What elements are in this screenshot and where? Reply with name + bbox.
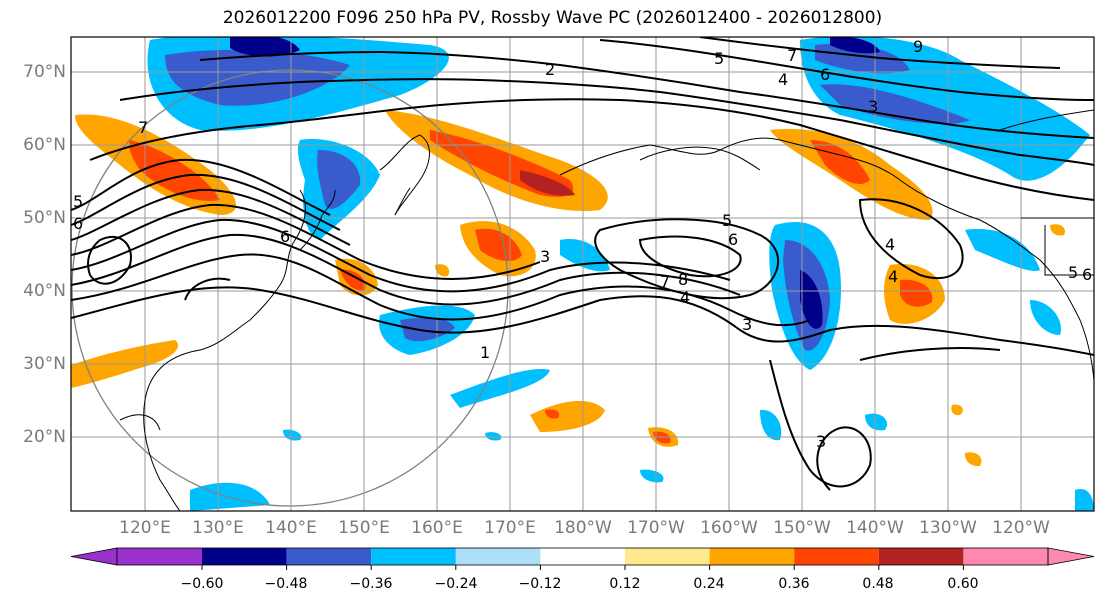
lat-label: 30°N bbox=[23, 354, 66, 374]
lon-label: 160°W bbox=[700, 518, 758, 538]
colorbar-extension-low bbox=[70, 547, 118, 566]
contour-label: 4 bbox=[888, 267, 898, 286]
graticule bbox=[71, 37, 1094, 511]
colorbar-tick-label: 0.12 bbox=[609, 576, 641, 592]
contour-label: 7 bbox=[787, 46, 797, 65]
colorbar-segment bbox=[625, 548, 710, 565]
coastlines bbox=[119, 109, 1094, 511]
contour-label: 7 bbox=[138, 118, 148, 137]
lon-label: 140°W bbox=[846, 518, 904, 538]
contour-label: 6 bbox=[728, 230, 738, 249]
contour-label: 3 bbox=[742, 315, 752, 334]
colorbar-segment bbox=[455, 548, 541, 565]
contour-label: 6 bbox=[820, 65, 830, 84]
lon-label: 130°E bbox=[192, 518, 244, 538]
contour-label: 9 bbox=[913, 37, 923, 56]
lon-label: 150°W bbox=[773, 518, 831, 538]
colorbar-segment bbox=[709, 548, 795, 565]
colorbar-segment bbox=[878, 548, 964, 565]
colorbar-tick-label: 0.24 bbox=[693, 576, 725, 592]
lon-label: 170°E bbox=[484, 518, 536, 538]
contour-label: 5 bbox=[73, 192, 83, 211]
contour-label: 3 bbox=[868, 97, 878, 116]
contour-label: 2 bbox=[545, 60, 555, 79]
contour-label: 5 bbox=[714, 49, 724, 68]
lat-label: 50°N bbox=[23, 208, 66, 228]
colorbar-segment bbox=[794, 548, 879, 565]
lat-label: 70°N bbox=[23, 62, 66, 82]
contour-label: 4 bbox=[778, 70, 788, 89]
lon-label: 130°W bbox=[919, 518, 977, 538]
colorbar-tick-label: −0.60 bbox=[180, 576, 224, 592]
contour-label: 6 bbox=[1082, 265, 1092, 284]
contour-label: 4 bbox=[885, 235, 895, 254]
map-frame bbox=[70, 36, 1095, 512]
colorbar-segment bbox=[963, 548, 1048, 565]
pv-contours bbox=[71, 37, 1094, 491]
reference-circle bbox=[71, 69, 509, 507]
colorbar-tick-label: 0.48 bbox=[862, 576, 894, 592]
colorbar-segment bbox=[286, 548, 372, 565]
contour-label: 5 bbox=[722, 211, 732, 230]
colorbar-segment bbox=[202, 548, 287, 565]
contour-label: 4 bbox=[680, 288, 690, 307]
colorbar-tick-label: −0.36 bbox=[349, 576, 393, 592]
colorbar-tick-label: −0.48 bbox=[264, 576, 308, 592]
map-title: 2026012200 F096 250 hPa PV, Rossby Wave … bbox=[222, 8, 883, 28]
colorbar-tick-label: −0.24 bbox=[434, 576, 478, 592]
lon-label: 120°W bbox=[992, 518, 1050, 538]
contour-label: 3 bbox=[540, 247, 550, 266]
contour-label: 6 bbox=[73, 214, 83, 233]
colorbar-segment bbox=[540, 548, 625, 565]
lat-label: 40°N bbox=[23, 281, 66, 301]
lat-label: 20°N bbox=[23, 427, 66, 447]
lon-label: 180°W bbox=[554, 518, 612, 538]
contour-label: 3 bbox=[816, 432, 826, 451]
contour-label: 5 bbox=[1068, 263, 1078, 282]
colorbar-tick-label: 0.60 bbox=[947, 576, 979, 592]
colorbar-tick-label: −0.12 bbox=[518, 576, 562, 592]
lon-label: 160°E bbox=[411, 518, 463, 538]
lon-label: 120°E bbox=[119, 518, 171, 538]
contour-labels: 7 9 6 5 4 3 2 5 6 7 3 6 5 6 4 7 8 4 3 1 … bbox=[73, 37, 1092, 451]
lat-label: 60°N bbox=[23, 135, 66, 155]
colorbar-segment bbox=[117, 548, 202, 565]
contour-label: 6 bbox=[280, 227, 290, 246]
lon-label: 170°W bbox=[627, 518, 685, 538]
contour-label: 7 bbox=[660, 272, 670, 291]
colorbar-extension-high bbox=[1047, 547, 1095, 566]
contour-label: 8 bbox=[678, 270, 688, 289]
colorbar-segment bbox=[371, 548, 456, 565]
colorbar-outline bbox=[116, 547, 1049, 566]
colorbar-tick-label: 0.36 bbox=[778, 576, 810, 592]
colorbar bbox=[70, 547, 1095, 570]
lon-label: 140°E bbox=[265, 518, 317, 538]
contour-label: 1 bbox=[480, 343, 490, 362]
lon-label: 150°E bbox=[338, 518, 390, 538]
